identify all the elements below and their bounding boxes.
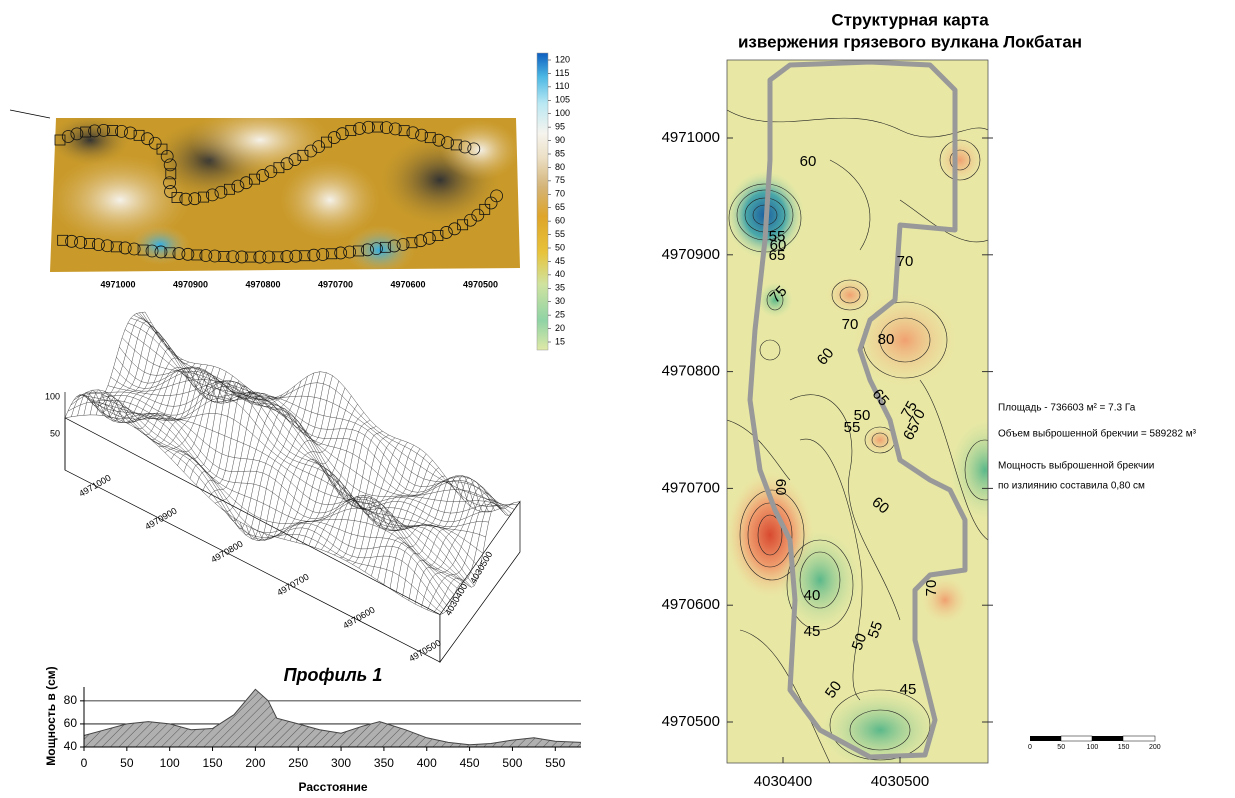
colorbar-label: 60	[555, 216, 565, 226]
colorbar-label: 35	[555, 283, 565, 293]
map-title: Структурная карта	[831, 10, 989, 29]
y-tick-label: 4970600	[662, 596, 720, 613]
x-tick-label: 300	[331, 756, 351, 770]
x-tick-label: 4030400	[754, 773, 812, 790]
wire	[309, 435, 389, 546]
z-tick-label: 100	[45, 391, 60, 401]
note: Мощность выброшенной брекчии	[998, 460, 1154, 472]
x-axis-label: Расстояние	[298, 780, 367, 794]
note: по излиянию составила 0,80 см	[998, 481, 1145, 492]
wire	[259, 381, 339, 541]
colorbar-label: 25	[555, 310, 565, 320]
structure-map: Структурная карта извержения грязевого в…	[662, 10, 1197, 789]
colorbar-label: 115	[555, 68, 569, 78]
y-tick-label: 40	[64, 739, 78, 753]
figure: 100 50 4971000 4970900 4970800 4970700 4970600…	[0, 0, 1235, 798]
profile-chart: 40 60 80 0 50 100 150 200 250 300 350 400 450 500 550 П…	[44, 665, 581, 794]
x-tick-label: 50	[120, 756, 134, 770]
colorbar-label: 20	[555, 323, 565, 333]
colorbar-label: 75	[555, 175, 565, 185]
colorbar-label: 100	[555, 108, 570, 118]
colorbar-label: 120	[555, 54, 570, 64]
colorbar-label: 110	[555, 81, 569, 91]
x-tick-label: 0	[81, 756, 88, 770]
area-fill	[84, 689, 581, 747]
colorbar-label: 40	[555, 269, 565, 279]
contour-label: 80	[878, 331, 895, 348]
y-tick-label: 80	[64, 693, 78, 707]
colorbar-label: 15	[555, 336, 565, 346]
contour-label: 50	[854, 407, 871, 424]
y-axis-label: Мощность в (см)	[44, 666, 58, 765]
colorbar-label: 70	[555, 189, 565, 199]
colorbar-label: 105	[555, 95, 570, 105]
colorbar-label: 90	[555, 135, 565, 145]
contour-label: 70	[842, 316, 859, 333]
colorbar-label: 80	[555, 162, 565, 172]
colorbar-label: 95	[555, 122, 565, 132]
colorbar-label: 85	[555, 148, 565, 158]
z-tick-label: 50	[50, 428, 60, 438]
x-tick-label: 500	[502, 756, 522, 770]
x-tick-label: 4970700	[318, 279, 353, 289]
x-tick-label: 100	[160, 756, 180, 770]
x-tick-label: 200	[245, 756, 265, 770]
wire	[140, 367, 220, 435]
chart-title: Профиль 1	[284, 665, 383, 685]
y-tick-label: 60	[64, 716, 78, 730]
surface-3d: 1005049710004970900497080049707004970600…	[45, 312, 520, 664]
contour-label: 70	[923, 580, 940, 597]
contour-label: 60	[772, 479, 789, 496]
wire	[278, 404, 358, 537]
contour-label: 65	[769, 247, 786, 264]
y-tick-label: 4970500	[662, 713, 720, 730]
y-tick-label: 4970800	[662, 363, 720, 380]
wire	[315, 438, 395, 548]
colorbar-label: 30	[555, 296, 565, 306]
x-tick-label: 350	[374, 756, 394, 770]
y-tick-label: 4970700	[662, 479, 720, 496]
x-tick-label: 4970600	[390, 279, 425, 289]
x-tick-label: 400	[417, 756, 437, 770]
colorbar	[537, 53, 548, 350]
scale-label: 150	[1118, 744, 1130, 751]
wire	[321, 440, 401, 550]
wire	[136, 314, 511, 514]
x-tick-label: 4970800	[245, 279, 280, 289]
wire	[103, 348, 183, 422]
scale-label: 0	[1028, 744, 1032, 751]
x-tick-label: 4030500	[871, 773, 929, 790]
x-tick-label: 4971000	[100, 279, 135, 289]
scale-label: 200	[1149, 744, 1161, 751]
y-tick-label: 4970900	[662, 246, 720, 263]
wire	[139, 313, 514, 510]
x-tick-label: 4970900	[173, 279, 208, 289]
x-tick-label: 150	[203, 756, 223, 770]
x-tick-label: 250	[288, 756, 308, 770]
page: 100 50 4971000 4970900 4970800 4970700 4970600…	[0, 0, 1235, 798]
scale-label: 100	[1087, 744, 1099, 751]
note: Объем выброшенной брекчии = 589282 м³	[998, 428, 1197, 440]
x-tick-label: 4970500	[463, 279, 498, 289]
contour-label: 45	[804, 623, 821, 640]
colorbar-label: 65	[555, 202, 565, 212]
contour-label: 70	[897, 253, 914, 270]
colorbar-label: 50	[555, 242, 565, 252]
colorbar-label: 55	[555, 229, 565, 239]
contour-label: 60	[800, 153, 817, 170]
note: Площадь - 736603 м² = 7.3 Га	[998, 403, 1136, 414]
x-tick-label: 450	[460, 756, 480, 770]
contour-label: 40	[804, 587, 821, 604]
contour-label: 45	[900, 681, 917, 698]
map-title: извержения грязевого вулкана Локбатан	[738, 32, 1082, 51]
colorbar-label: 45	[555, 256, 565, 266]
y-tick-label: 4971000	[662, 129, 720, 146]
relief-map	[10, 105, 520, 275]
x-tick-label: 550	[545, 756, 565, 770]
wire	[384, 478, 464, 585]
scale-label: 50	[1057, 744, 1065, 751]
